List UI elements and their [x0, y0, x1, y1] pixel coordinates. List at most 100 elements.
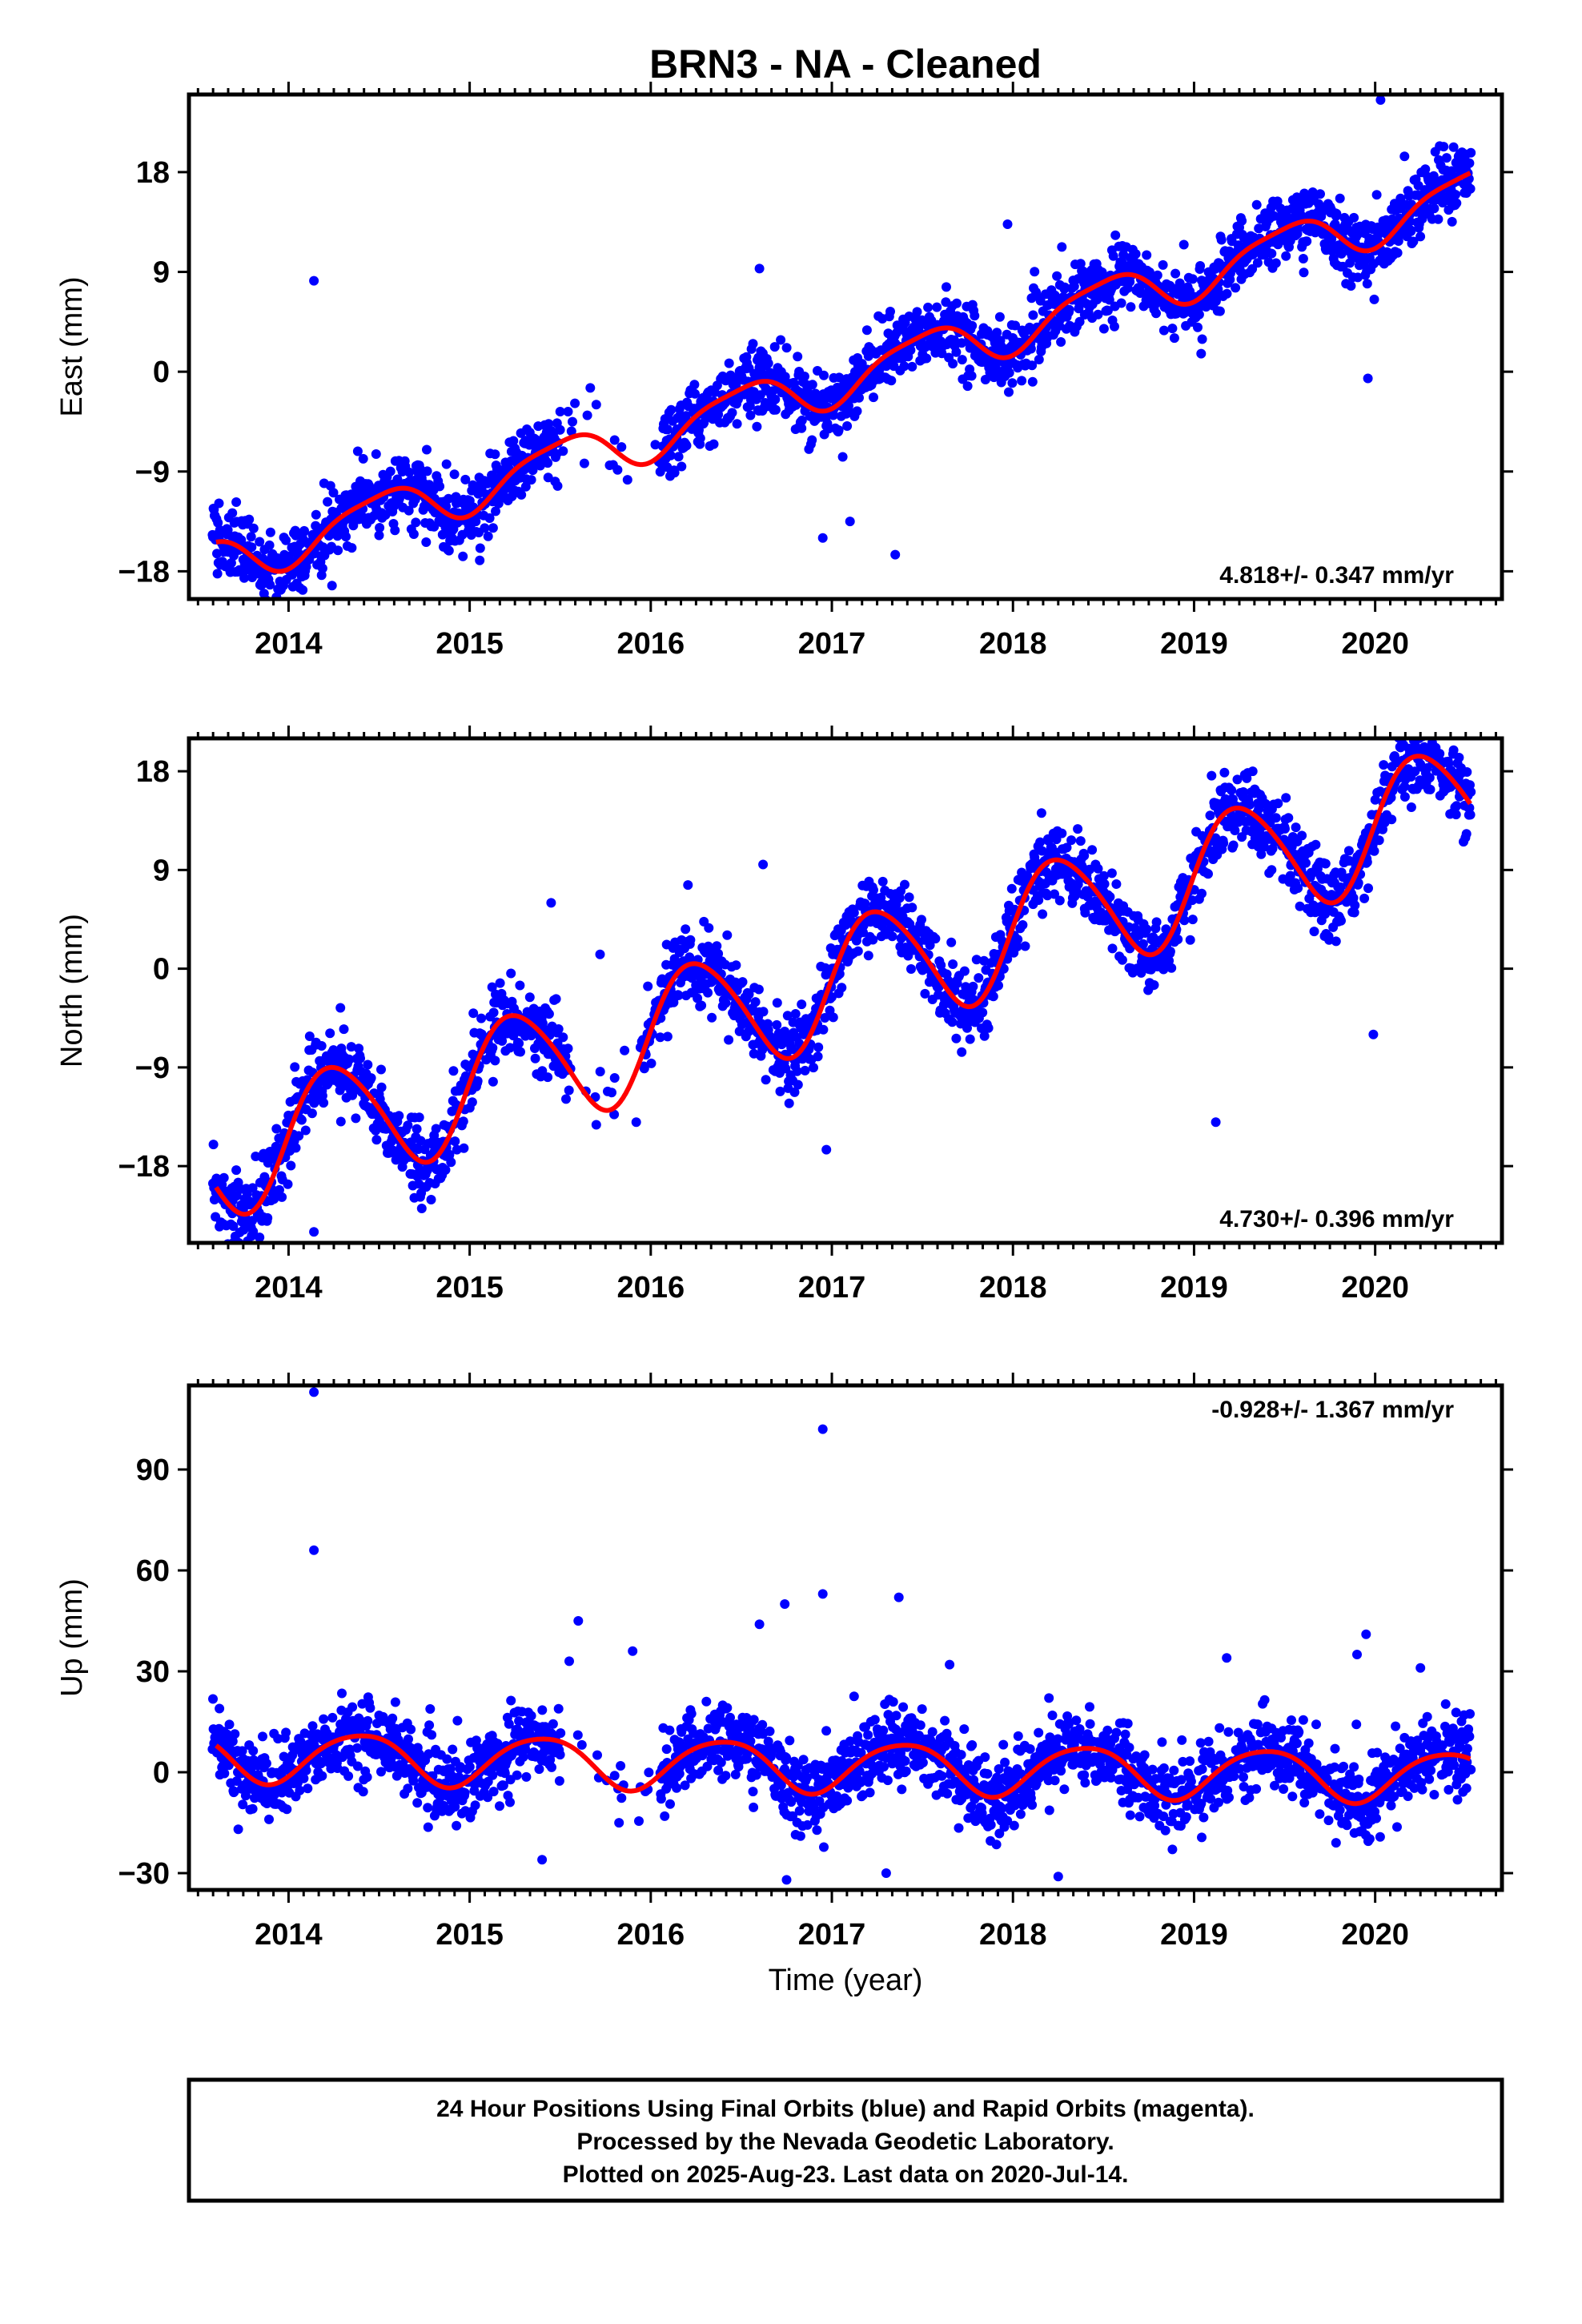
data-point — [1425, 784, 1435, 794]
data-point — [1301, 858, 1311, 868]
data-point — [543, 472, 553, 483]
data-point — [1187, 915, 1198, 925]
data-point — [444, 493, 454, 504]
data-point — [681, 924, 691, 935]
data-point — [900, 879, 909, 890]
data-point — [585, 383, 596, 393]
data-point — [490, 449, 500, 460]
data-point — [1110, 321, 1119, 332]
data-point — [227, 508, 238, 518]
data-point — [1462, 767, 1472, 777]
data-point — [776, 335, 786, 345]
data-point — [1345, 258, 1355, 268]
data-point — [1320, 858, 1331, 869]
data-point — [793, 1080, 803, 1090]
data-point — [1451, 810, 1461, 820]
data-point — [1142, 924, 1152, 935]
data-point — [390, 1697, 400, 1707]
data-point — [974, 973, 984, 983]
data-point — [1228, 840, 1239, 850]
data-point — [1343, 846, 1354, 856]
data-point — [697, 1000, 707, 1011]
data-point — [942, 282, 951, 292]
data-point — [930, 934, 941, 944]
data-point — [247, 1803, 258, 1814]
data-point — [737, 977, 748, 987]
data-point — [304, 1031, 315, 1041]
outlier-point — [754, 263, 765, 274]
data-point — [261, 1759, 271, 1768]
data-point — [1252, 258, 1263, 268]
data-point — [1465, 183, 1476, 194]
data-point — [772, 1019, 782, 1030]
outlier-point — [555, 407, 565, 416]
data-point — [620, 1045, 630, 1055]
data-point — [1369, 846, 1379, 856]
data-point — [947, 1017, 958, 1027]
data-point — [516, 1047, 525, 1057]
data-point — [544, 1009, 554, 1019]
data-point — [1075, 259, 1086, 269]
data-point — [852, 406, 862, 416]
data-point — [1020, 941, 1030, 951]
data-point — [488, 1043, 498, 1053]
outlier-point — [845, 517, 855, 527]
data-point — [487, 982, 497, 992]
data-point — [1107, 943, 1118, 954]
data-point — [1018, 920, 1028, 930]
data-point — [837, 452, 848, 462]
data-point — [271, 610, 280, 620]
data-point — [1158, 259, 1168, 270]
data-point — [219, 1172, 229, 1183]
data-point — [558, 1032, 568, 1043]
data-point — [1207, 770, 1217, 781]
data-point — [301, 561, 311, 572]
data-point — [763, 358, 773, 368]
data-point — [570, 398, 580, 408]
data-point — [1399, 792, 1410, 802]
x-tick-label: 2018 — [979, 1271, 1047, 1305]
data-point — [394, 493, 404, 504]
east-plot-frame — [187, 92, 1504, 601]
data-point — [317, 563, 327, 573]
outlier-point — [309, 1227, 319, 1237]
data-point — [1298, 254, 1308, 263]
data-point — [591, 400, 601, 410]
data-point — [1194, 309, 1204, 320]
data-point — [761, 1075, 771, 1085]
data-point — [366, 1073, 376, 1084]
y-tick-label: 0 — [153, 953, 170, 987]
data-point — [1448, 142, 1459, 152]
data-point — [244, 514, 255, 525]
data-point — [695, 433, 705, 444]
y-tick-label: 18 — [136, 755, 170, 789]
data-point — [1379, 760, 1389, 770]
data-point — [497, 1035, 508, 1046]
data-point — [319, 1714, 329, 1724]
data-point — [1281, 251, 1291, 261]
data-point — [352, 1743, 363, 1753]
data-point — [233, 1824, 243, 1835]
data-point — [951, 1033, 962, 1043]
data-point — [1283, 813, 1294, 823]
y-tick-label: 0 — [153, 356, 170, 389]
data-point — [1057, 242, 1067, 252]
data-point — [609, 1073, 620, 1083]
east-data-points — [207, 94, 1476, 620]
data-point — [1052, 271, 1062, 281]
data-point — [358, 453, 368, 464]
data-point — [1315, 189, 1325, 199]
outlier-point — [1368, 1029, 1379, 1039]
data-point — [828, 1012, 838, 1023]
data-point — [1165, 947, 1175, 957]
y-tick-label: −18 — [118, 1150, 170, 1184]
data-point — [704, 923, 714, 933]
data-point — [904, 892, 914, 903]
data-point — [951, 347, 962, 357]
data-point — [1403, 711, 1412, 721]
data-point — [912, 307, 922, 317]
data-point — [363, 1059, 373, 1070]
x-tick-label: 2016 — [617, 627, 685, 661]
data-point — [1098, 324, 1109, 334]
data-point — [797, 999, 807, 1010]
